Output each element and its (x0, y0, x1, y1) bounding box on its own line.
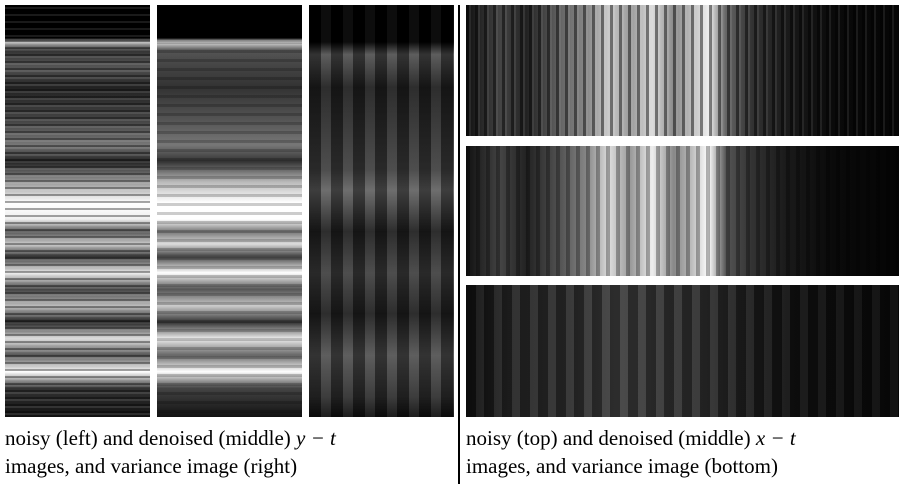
left-caption: noisy (left) and denoised (middle) y − t… (5, 424, 336, 480)
caption-math: y − t (296, 426, 336, 450)
caption-text: images, and variance image (bottom) (466, 454, 778, 478)
variance-yt-image (309, 5, 454, 417)
figure: noisy (left) and denoised (middle) y − t… (0, 0, 899, 484)
variance-xt-image (466, 285, 899, 417)
caption-text: noisy (top) and denoised (middle) (466, 426, 751, 450)
noisy-xt-image (466, 5, 899, 136)
right-caption: noisy (top) and denoised (middle) x − t … (466, 424, 796, 480)
caption-text: images, and variance image (right) (5, 454, 297, 478)
caption-text: noisy (left) and denoised (middle) (5, 426, 291, 450)
caption-math: x − t (756, 426, 796, 450)
divider (458, 5, 460, 484)
noisy-yt-image (5, 5, 150, 417)
denoised-xt-image (466, 146, 899, 276)
denoised-yt-image (157, 5, 302, 417)
